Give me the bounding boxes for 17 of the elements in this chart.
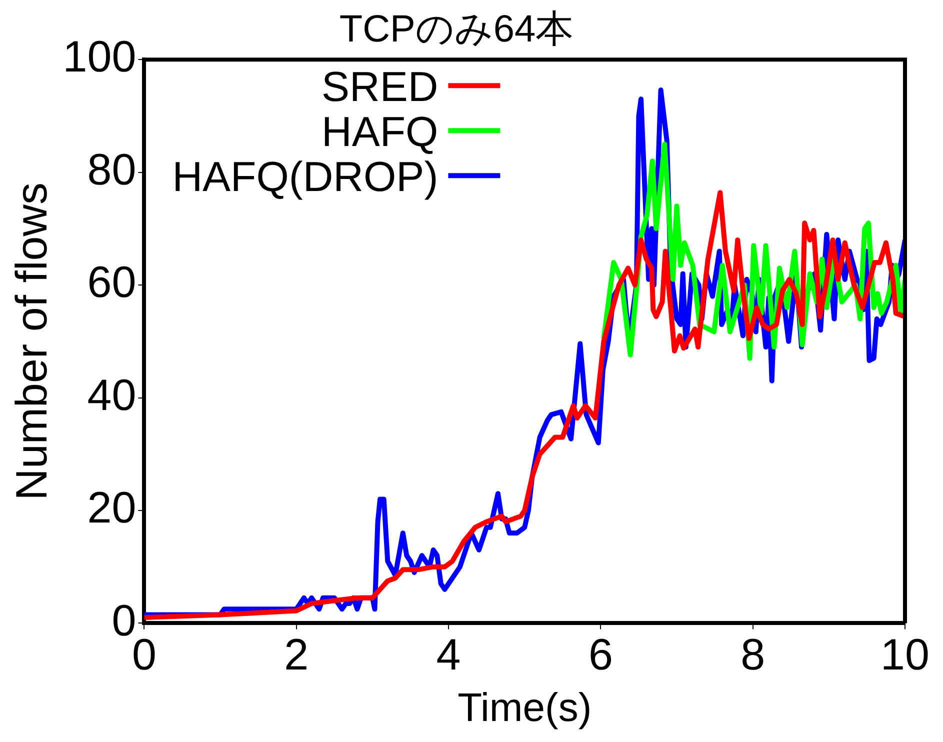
x-axis-title: Time(s) (458, 686, 592, 730)
x-tick-label: 4 (436, 630, 461, 680)
x-tick-label: 6 (588, 630, 613, 680)
y-tick-label: 100 (62, 32, 136, 82)
y-tick-label: 80 (87, 145, 136, 194)
y-axis-title: Number of flows (8, 182, 57, 500)
y-tick-label: 0 (112, 596, 136, 646)
y-tick-label: 40 (87, 370, 136, 420)
legend-label: HAFQ (322, 108, 438, 156)
legend-label: HAFQ(DROP) (172, 153, 438, 200)
y-tick-label: 60 (87, 258, 136, 308)
y-tick-label: 20 (87, 484, 136, 533)
chart-title: TCPのみ64本 (339, 8, 574, 50)
legend-label: SRED (321, 63, 438, 110)
x-tick-label: 8 (740, 630, 766, 680)
x-tick-label: 2 (284, 630, 309, 680)
x-tick-label: 10 (880, 630, 930, 680)
